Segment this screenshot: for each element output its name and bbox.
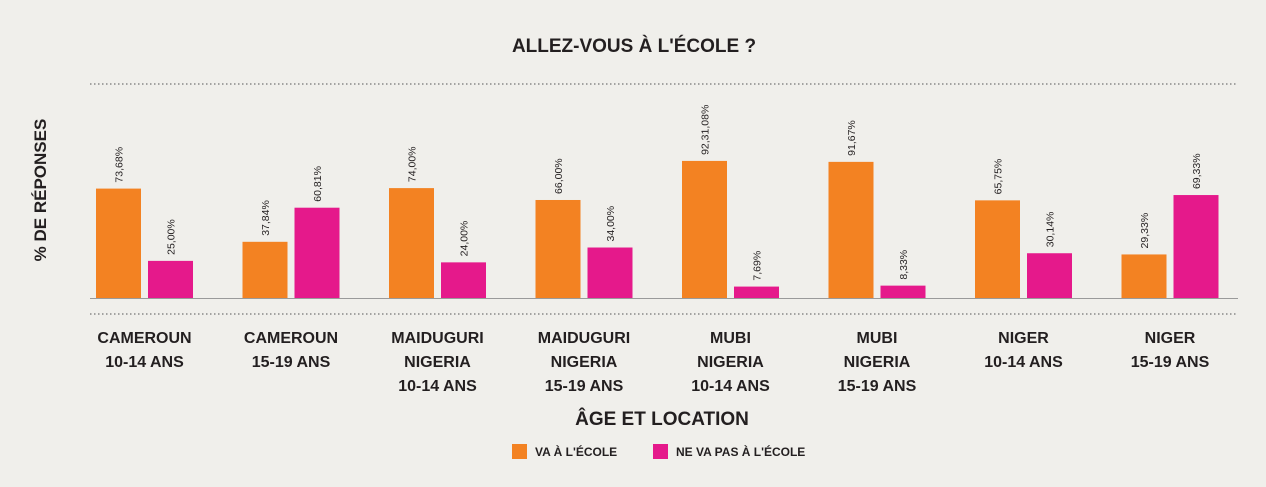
data-label-not-attending-2: 24,00% xyxy=(459,221,471,257)
category-label-4-line-0: MUBI xyxy=(710,330,751,347)
legend-label-1: NE VA PAS À L'ÉCOLE xyxy=(676,444,805,459)
category-label-3-line-2: 15-19 ANS xyxy=(545,378,624,395)
category-label-3-line-0: MAIDUGURI xyxy=(538,330,630,347)
data-label-attends-3: 66,00% xyxy=(553,158,565,194)
data-label-attends-4: 92,31,08% xyxy=(700,105,712,155)
data-label-attends-2: 74,00% xyxy=(407,146,419,182)
data-label-not-attending-3: 34,00% xyxy=(605,206,617,242)
x-axis-label: ÂGE ET LOCATION xyxy=(575,408,749,430)
category-label-6-line-0: NIGER xyxy=(998,330,1049,347)
data-label-attends-0: 73,68% xyxy=(114,147,126,183)
category-label-0-line-0: CAMEROUN xyxy=(97,330,191,347)
bar-not-attending-5 xyxy=(880,285,926,298)
data-label-attends-5: 91,67% xyxy=(846,120,858,156)
bar-attends-school-4 xyxy=(682,160,727,298)
legend: VA À L'ÉCOLE NE VA PAS À L'ÉCOLE xyxy=(512,444,805,459)
data-label-not-attending-6: 30,14% xyxy=(1045,212,1057,248)
bar-not-attending-2 xyxy=(441,262,486,298)
bar-not-attending-3 xyxy=(587,247,633,298)
bar-attends-school-2 xyxy=(389,188,434,298)
bar-not-attending-6 xyxy=(1027,253,1072,298)
bar-attends-school-7 xyxy=(1121,254,1167,298)
data-label-attends-6: 65,75% xyxy=(993,159,1005,195)
category-label-5-line-2: 15-19 ANS xyxy=(838,378,917,395)
bar-not-attending-7 xyxy=(1173,195,1219,298)
category-label-7-line-0: NIGER xyxy=(1145,330,1196,347)
data-label-not-attending-0: 25,00% xyxy=(166,219,178,255)
category-label-5-line-1: NIGERIA xyxy=(844,354,911,371)
y-axis-label: % DE RÉPONSES xyxy=(31,119,50,262)
category-label-2-line-0: MAIDUGURI xyxy=(391,330,483,347)
data-label-attends-7: 29,33% xyxy=(1139,213,1151,249)
category-label-4-line-1: NIGERIA xyxy=(697,354,764,371)
data-label-not-attending-5: 8,33% xyxy=(898,250,910,280)
bar-attends-school-5 xyxy=(828,161,874,298)
category-label-0-line-1: 10-14 ANS xyxy=(105,354,184,371)
bar-attends-school-1 xyxy=(242,241,288,298)
data-label-attends-1: 37,84% xyxy=(260,200,272,236)
category-label-2-line-2: 10-14 ANS xyxy=(398,378,477,395)
legend-label-0: VA À L'ÉCOLE xyxy=(535,444,617,459)
category-labels: CAMEROUN 10-14 ANS CAMEROUN 15-19 ANS MAIDUG… xyxy=(97,330,1209,395)
data-label-not-attending-4: 7,69% xyxy=(752,251,764,281)
bar-attends-school-0 xyxy=(96,188,141,298)
category-label-1-line-0: CAMEROUN xyxy=(244,330,338,347)
data-label-not-attending-7: 69,33% xyxy=(1191,153,1203,189)
category-label-5-line-0: MUBI xyxy=(857,330,898,347)
category-label-6-line-1: 10-14 ANS xyxy=(984,354,1063,371)
bar-not-attending-4 xyxy=(734,286,779,298)
bar-not-attending-1 xyxy=(294,207,340,298)
data-label-not-attending-1: 60,81% xyxy=(312,166,324,202)
bar-not-attending-0 xyxy=(148,260,193,298)
bars-layer: 73,68% 25,00% 37,84% 60,81% 74,00% 24,00% 66,0… xyxy=(96,105,1219,298)
category-label-3-line-1: NIGERIA xyxy=(551,354,618,371)
category-label-4-line-2: 10-14 ANS xyxy=(691,378,770,395)
bar-attends-school-6 xyxy=(975,200,1020,298)
legend-swatch-0 xyxy=(512,444,527,459)
legend-swatch-1 xyxy=(653,444,668,459)
bar-attends-school-3 xyxy=(535,199,581,298)
category-label-2-line-1: NIGERIA xyxy=(404,354,471,371)
category-label-1-line-1: 15-19 ANS xyxy=(252,354,331,371)
chart-title: ALLEZ-VOUS À L'ÉCOLE ? xyxy=(512,35,756,57)
category-label-7-line-1: 15-19 ANS xyxy=(1131,354,1210,371)
